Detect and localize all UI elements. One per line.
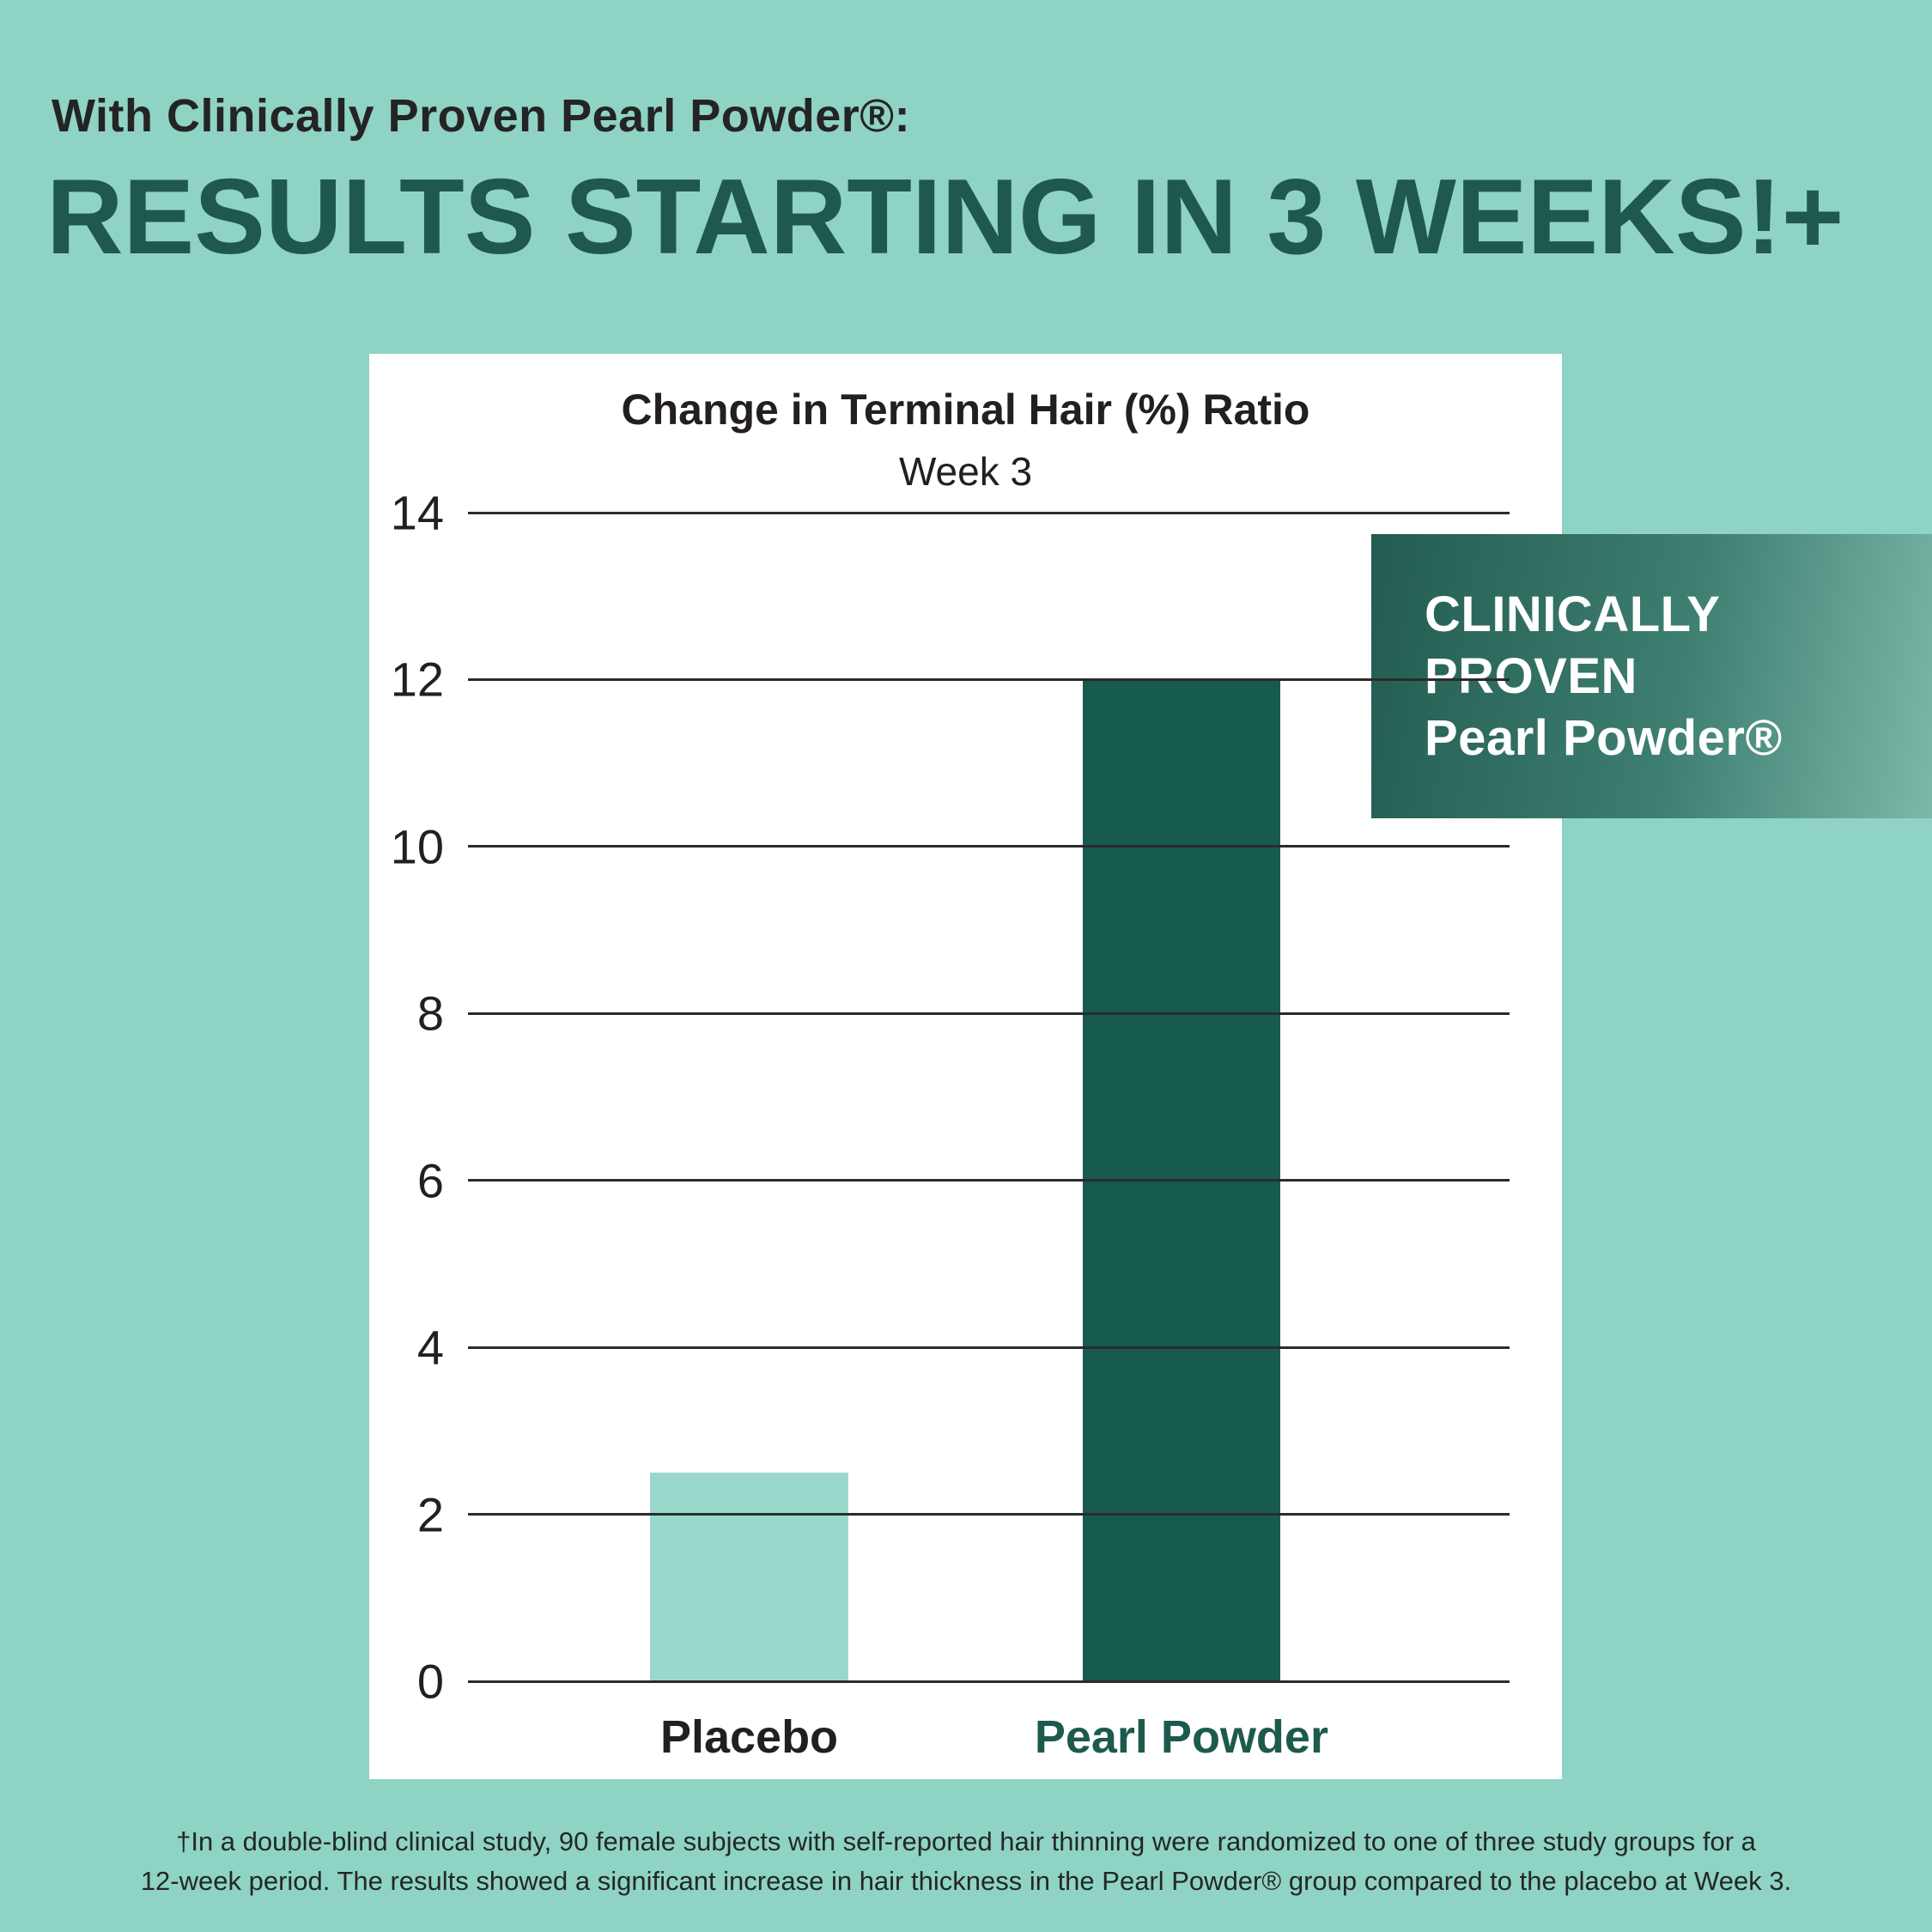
footnote-line-1: †In a double-blind clinical study, 90 fe… xyxy=(176,1826,1756,1856)
y-tick-label-12: 12 xyxy=(390,652,444,707)
y-tick-label-0: 0 xyxy=(416,1654,444,1709)
y-gridline-0 xyxy=(468,1680,1510,1683)
eyebrow-text: With Clinically Proven Pearl Powder®: xyxy=(52,90,911,142)
plot-area: 0 2 4 6 8 10 12 14 Placebo Pearl Powder xyxy=(391,486,1510,1763)
chart-card: Change in Terminal Hair (%) Ratio Week 3… xyxy=(369,354,1562,1779)
y-tick-label-10: 10 xyxy=(390,819,444,874)
y-tick-label-6: 6 xyxy=(416,1153,444,1208)
y-gridline-14 xyxy=(468,511,1510,514)
y-tick-label-8: 8 xyxy=(416,986,444,1041)
y-gridline-10 xyxy=(468,845,1510,848)
category-label-pearl-powder: Pearl Powder xyxy=(1034,1711,1328,1763)
category-label-placebo: Placebo xyxy=(659,1711,839,1763)
y-gridline-2 xyxy=(468,1513,1510,1516)
y-gridline-4 xyxy=(468,1346,1510,1349)
chart-title: Change in Terminal Hair (%) Ratio xyxy=(621,386,1310,434)
headline-text: RESULTS STARTING IN 3 WEEKS!+ xyxy=(46,158,1844,276)
y-tick-label-4: 4 xyxy=(416,1320,444,1375)
y-gridline-12 xyxy=(468,677,1510,681)
y-gridline-8 xyxy=(468,1012,1510,1015)
clinically-proven-badge: CLINICALLY PROVEN Pearl Powder® xyxy=(1371,534,1932,818)
footnote-line-2: 12-week period. The results showed a sig… xyxy=(140,1866,1792,1896)
badge-line-2: PROVEN xyxy=(1425,647,1637,704)
badge-line-1: CLINICALLY xyxy=(1425,586,1721,642)
bar-placebo xyxy=(650,1472,848,1681)
chart-subtitle: Week 3 xyxy=(898,449,1033,494)
badge-line-3: Pearl Powder® xyxy=(1425,709,1783,766)
y-gridline-6 xyxy=(468,1179,1510,1182)
y-tick-label-14: 14 xyxy=(390,485,444,540)
footnote: †In a double-blind clinical study, 90 fe… xyxy=(0,1822,1932,1901)
y-tick-label-2: 2 xyxy=(416,1487,444,1542)
